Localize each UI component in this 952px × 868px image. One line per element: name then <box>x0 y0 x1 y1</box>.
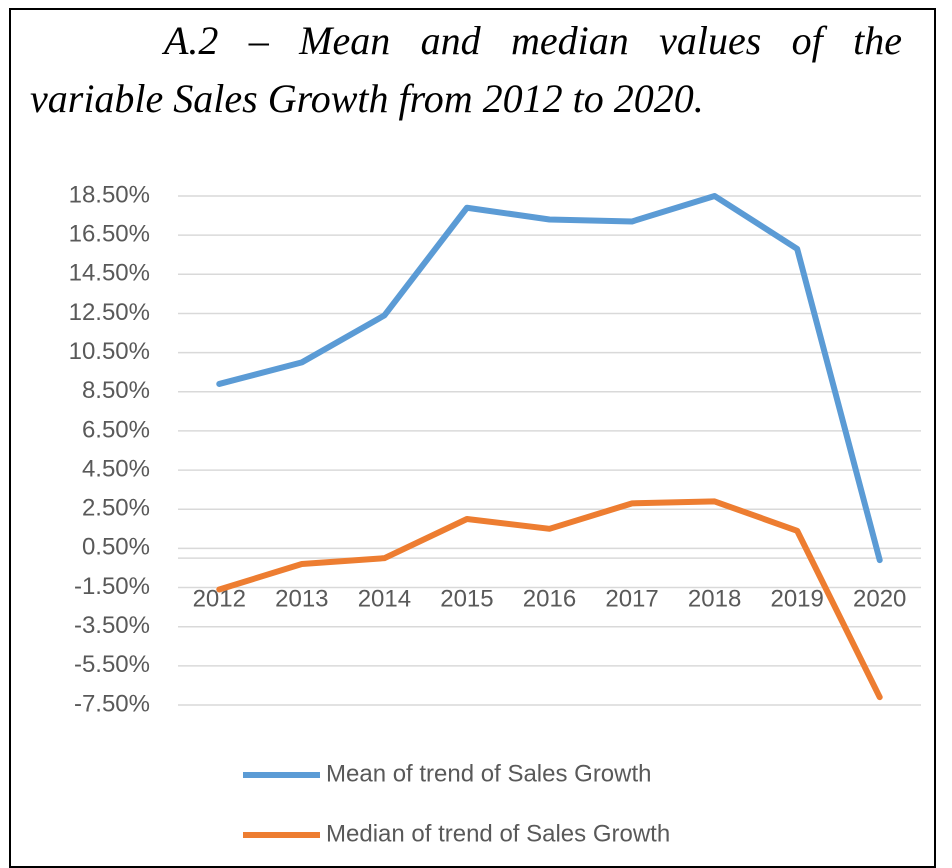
series-line <box>216 498 883 701</box>
x-tick-label: 2017 <box>605 586 658 613</box>
x-tick-label: 2019 <box>770 586 823 613</box>
y-tick-label: 10.50% <box>69 338 150 365</box>
y-tick-label: 12.50% <box>69 299 150 326</box>
x-tick-label: 2014 <box>358 586 411 613</box>
y-tick-label: -1.50% <box>74 573 150 600</box>
y-tick-label: 18.50% <box>69 181 150 208</box>
y-tick-label: 14.50% <box>69 260 150 287</box>
y-tick-label: 2.50% <box>82 495 150 522</box>
y-tick-label: -3.50% <box>74 612 150 639</box>
x-tick-label: 2015 <box>440 586 493 613</box>
legend-label: Median of trend of Sales Growth <box>326 820 670 847</box>
y-tick-label: 16.50% <box>69 220 150 247</box>
x-tick-label: 2018 <box>688 586 741 613</box>
y-tick-label: -7.50% <box>74 690 150 717</box>
chart-title: A.2 – Mean and median values of the vari… <box>30 18 902 121</box>
y-tick-label: 8.50% <box>82 377 150 404</box>
series-line <box>216 193 883 564</box>
y-tick-label: 6.50% <box>82 416 150 443</box>
x-tick-label: 2016 <box>523 586 576 613</box>
x-tick-label: 2020 <box>853 586 906 613</box>
y-tick-label: 4.50% <box>82 455 150 482</box>
y-tick-label: 0.50% <box>82 534 150 561</box>
x-tick-label: 2013 <box>275 586 328 613</box>
y-tick-label: -5.50% <box>74 651 150 678</box>
legend-label: Mean of trend of Sales Growth <box>326 760 652 787</box>
